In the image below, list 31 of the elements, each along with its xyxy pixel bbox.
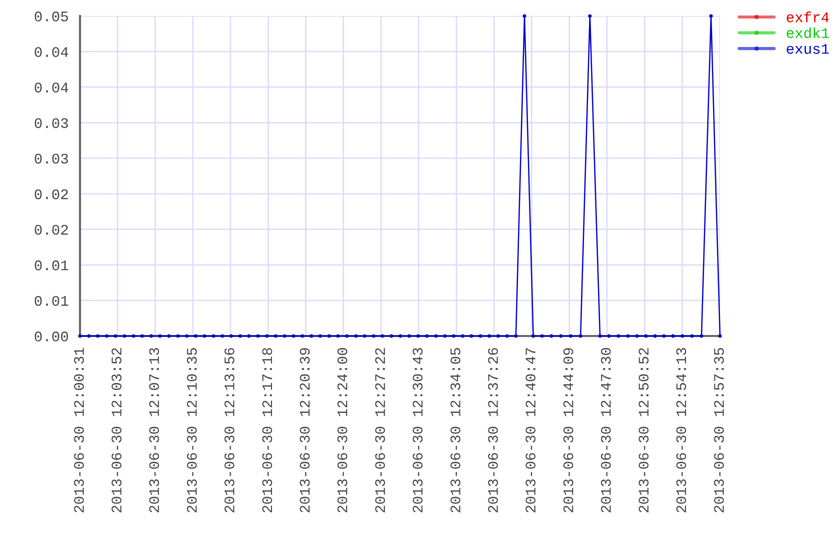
x-tick-label: 2013-06-30 12:17:18: [262, 348, 272, 512]
y-tick-label: 0.04: [34, 82, 68, 93]
x-tick-label: 2013-06-30 12:50:52: [638, 348, 649, 512]
x-tick-label: 2013-06-30 12:47:30: [600, 348, 611, 512]
x-tick-label: 2013-06-30 12:37:26: [488, 348, 498, 512]
x-tick-label: 2013-06-30 12:13:56: [224, 348, 234, 512]
x-tick-label: 2013-06-30 12:57:35: [714, 348, 724, 512]
x-tick-label: 2013-06-30 12:07:13: [149, 348, 160, 512]
x-tick-label: 2013-06-30 12:40:47: [526, 348, 536, 512]
x-tick-label: 2013-06-30 12:24:00: [337, 348, 348, 512]
y-tick-label: 0.02: [34, 189, 68, 200]
legend-label: exfr4: [786, 12, 829, 22]
legend-label: exus1: [786, 44, 829, 54]
y-tick-label: 0.03: [34, 154, 68, 164]
y-tick-label: 0.01: [34, 296, 68, 306]
x-tick-label: 2013-06-30 12:10:35: [186, 348, 197, 512]
y-tick-label: 0.05: [34, 12, 68, 22]
x-tick-label: 2013-06-30 12:44:09: [563, 348, 574, 512]
y-tick-label: 0.03: [34, 118, 68, 128]
x-tick-label: 2013-06-30 12:27:22: [375, 348, 386, 512]
y-tick-label: 0.00: [34, 332, 68, 342]
y-tick-label: 0.04: [34, 47, 68, 58]
x-tick-label: 2013-06-30 12:30:43: [412, 348, 423, 512]
x-tick-label: 2013-06-30 12:34:05: [450, 348, 460, 512]
x-tick-label: 2013-06-30 12:03:52: [112, 348, 122, 512]
y-tick-label: 0.02: [34, 224, 68, 235]
x-tick-label: 2013-06-30 12:00:31: [74, 348, 84, 512]
legend-label: exdk1: [786, 27, 829, 38]
y-tick-label: 0.01: [34, 260, 68, 270]
x-tick-label: 2013-06-30 12:20:39: [300, 348, 310, 512]
x-tick-label: 2013-06-30 12:54:13: [676, 348, 686, 512]
